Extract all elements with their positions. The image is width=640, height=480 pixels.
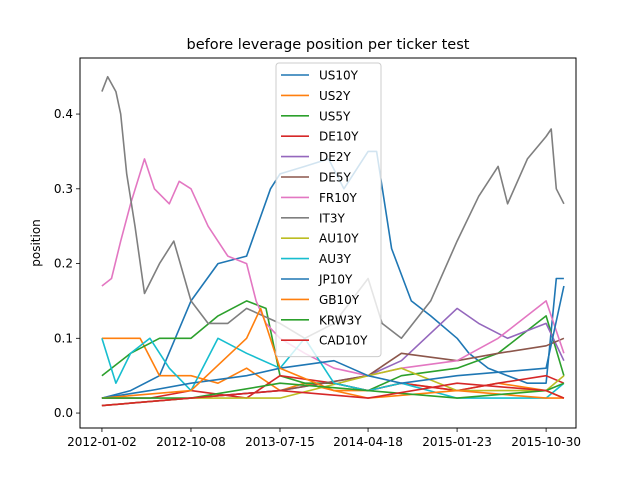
x-tick-label: 2014-04-18 bbox=[333, 435, 403, 449]
series-line-us5y bbox=[101, 300, 565, 392]
chart-title: before leverage position per ticker test bbox=[187, 37, 470, 53]
y-tick-label: 0.3 bbox=[54, 182, 73, 196]
legend-label: AU10Y bbox=[319, 232, 359, 246]
x-tick-label: 2012-01-02 bbox=[67, 435, 137, 449]
x-tick-label: 2015-10-30 bbox=[511, 435, 581, 449]
legend-label: CAD10Y bbox=[319, 334, 368, 348]
series-line-au10y bbox=[101, 367, 565, 407]
legend-label: FR10Y bbox=[319, 191, 358, 205]
x-tick-label: 2013-07-15 bbox=[245, 435, 315, 449]
y-tick-label: 0.4 bbox=[54, 107, 73, 121]
legend-label: US2Y bbox=[319, 89, 351, 103]
axes-frame bbox=[79, 57, 577, 429]
y-tick-label: 0.2 bbox=[54, 257, 73, 271]
series-line-fr10y bbox=[101, 158, 565, 377]
legend-label: US5Y bbox=[319, 109, 351, 123]
x-tick-label: 2012-10-08 bbox=[156, 435, 226, 449]
legend-label: GB10Y bbox=[319, 293, 360, 307]
legend-label: DE10Y bbox=[319, 130, 359, 144]
x-axis: 2012-01-02 2012-10-08 2013-07-15 2014-04-18… bbox=[67, 428, 581, 449]
legend-label: US10Y bbox=[319, 69, 359, 83]
legend-label: JP10Y bbox=[318, 273, 353, 287]
series-line-cad10y bbox=[101, 382, 565, 407]
series-line-au3y bbox=[101, 337, 565, 399]
plot-area bbox=[101, 75, 565, 407]
legend-label: KRW3Y bbox=[319, 313, 362, 327]
x-tick-label: 2015-01-23 bbox=[422, 435, 492, 449]
y-tick-label: 0.1 bbox=[54, 331, 73, 345]
y-tick-label: 0.0 bbox=[54, 406, 73, 420]
legend-label: IT3Y bbox=[319, 211, 346, 225]
y-axis: 0.0 0.1 0.2 0.3 0.4 bbox=[54, 107, 80, 420]
series-line-jp10y bbox=[101, 285, 565, 399]
legend-label: DE5Y bbox=[319, 171, 351, 185]
legend-label: AU3Y bbox=[319, 252, 352, 266]
legend: US10Y US2Y US5Y DE10Y DE2Y DE5Y FR10Y IT3Y AU10Y… bbox=[275, 62, 382, 358]
legend-label: DE2Y bbox=[319, 150, 351, 164]
y-axis-label: position bbox=[29, 219, 43, 267]
